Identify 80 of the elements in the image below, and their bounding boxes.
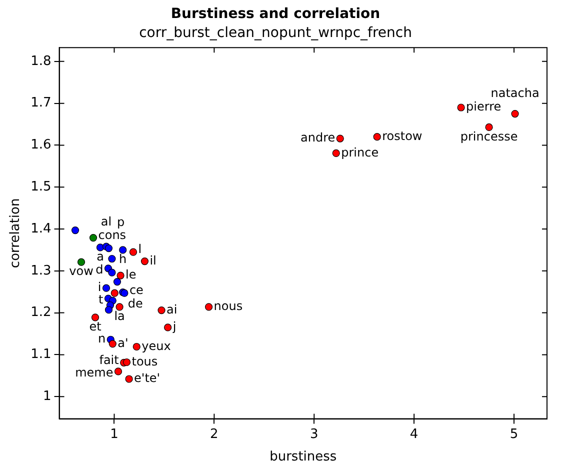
y-tick-label: 1.4 bbox=[30, 221, 52, 236]
annotation: tous bbox=[132, 354, 158, 368]
y-tick-label: 1.1 bbox=[30, 347, 52, 362]
annotation: vow bbox=[69, 264, 94, 278]
annotation: le bbox=[126, 268, 136, 282]
point bbox=[164, 324, 172, 332]
y-tick-label: 1.2 bbox=[30, 305, 52, 320]
annotation: a' bbox=[118, 336, 128, 350]
y-tick-label: 1.5 bbox=[30, 179, 52, 194]
annotation: j bbox=[172, 320, 176, 334]
x-tick-label: 4 bbox=[410, 426, 418, 442]
point bbox=[132, 342, 140, 351]
point bbox=[158, 306, 166, 314]
y-tick-label: 1.8 bbox=[30, 54, 52, 69]
y-tick-label: 1 bbox=[42, 388, 52, 404]
annotation: meme bbox=[75, 366, 114, 380]
annotation: la bbox=[114, 309, 125, 324]
point bbox=[336, 134, 344, 142]
point bbox=[140, 257, 149, 266]
point bbox=[119, 246, 127, 254]
annotation: h bbox=[119, 252, 127, 266]
annotation: il bbox=[150, 253, 156, 268]
annotation: pierre bbox=[466, 100, 502, 114]
annotation: fait bbox=[99, 352, 120, 367]
point bbox=[129, 248, 138, 256]
chart-subtitle: corr_burst_clean_nopunt_wrnpc_french bbox=[139, 24, 412, 41]
annotation: nous bbox=[214, 299, 243, 314]
point bbox=[104, 306, 113, 314]
point bbox=[116, 272, 124, 280]
annotation: d bbox=[96, 262, 104, 277]
point bbox=[511, 110, 519, 118]
annotation: i bbox=[98, 280, 102, 294]
point bbox=[125, 375, 133, 383]
annotation: t bbox=[98, 292, 104, 307]
point bbox=[71, 226, 80, 234]
y-axis-title: correlation bbox=[8, 198, 24, 268]
point bbox=[108, 340, 116, 348]
x-tick-label: 3 bbox=[310, 426, 318, 442]
annotation: yeux bbox=[142, 338, 171, 353]
point bbox=[114, 368, 122, 376]
annotation: al bbox=[100, 214, 112, 229]
annotation: a bbox=[96, 250, 104, 264]
annotation: p bbox=[116, 214, 125, 229]
point bbox=[204, 303, 213, 311]
point bbox=[91, 314, 100, 322]
annotation: princesse bbox=[460, 129, 518, 144]
annotation: natacha bbox=[490, 86, 540, 100]
annotation: de bbox=[128, 296, 143, 310]
x-tick-label: 2 bbox=[210, 426, 218, 442]
y-tick-label: 1.7 bbox=[30, 96, 52, 111]
annotation: prince bbox=[341, 145, 379, 160]
point bbox=[89, 234, 98, 242]
point bbox=[108, 254, 116, 263]
x-tick-label: 5 bbox=[510, 426, 518, 442]
point bbox=[332, 149, 340, 157]
annotation: cons bbox=[98, 228, 126, 242]
x-axis-title: burstiness bbox=[270, 450, 337, 465]
point bbox=[77, 258, 86, 266]
annotation: et bbox=[89, 320, 102, 334]
annotation: ce bbox=[129, 283, 144, 298]
annotation: andre bbox=[300, 130, 336, 145]
annotation: n bbox=[98, 332, 106, 346]
point bbox=[485, 123, 493, 131]
point bbox=[373, 133, 381, 141]
x-tick-label: 1 bbox=[110, 426, 118, 442]
point bbox=[122, 358, 131, 366]
point bbox=[457, 104, 465, 112]
point bbox=[116, 303, 124, 311]
chart-title: Burstiness and correlation bbox=[170, 6, 380, 22]
point bbox=[113, 278, 122, 286]
annotation: rostow bbox=[382, 128, 422, 143]
y-tick-label: 1.6 bbox=[30, 138, 52, 153]
point bbox=[108, 268, 116, 276]
annotation: l bbox=[138, 242, 142, 256]
annotation: e'te' bbox=[134, 371, 160, 386]
point bbox=[104, 244, 113, 252]
point bbox=[110, 289, 118, 297]
annotation: ai bbox=[166, 302, 178, 316]
point bbox=[102, 284, 110, 292]
y-tick-label: 1.3 bbox=[30, 263, 52, 278]
